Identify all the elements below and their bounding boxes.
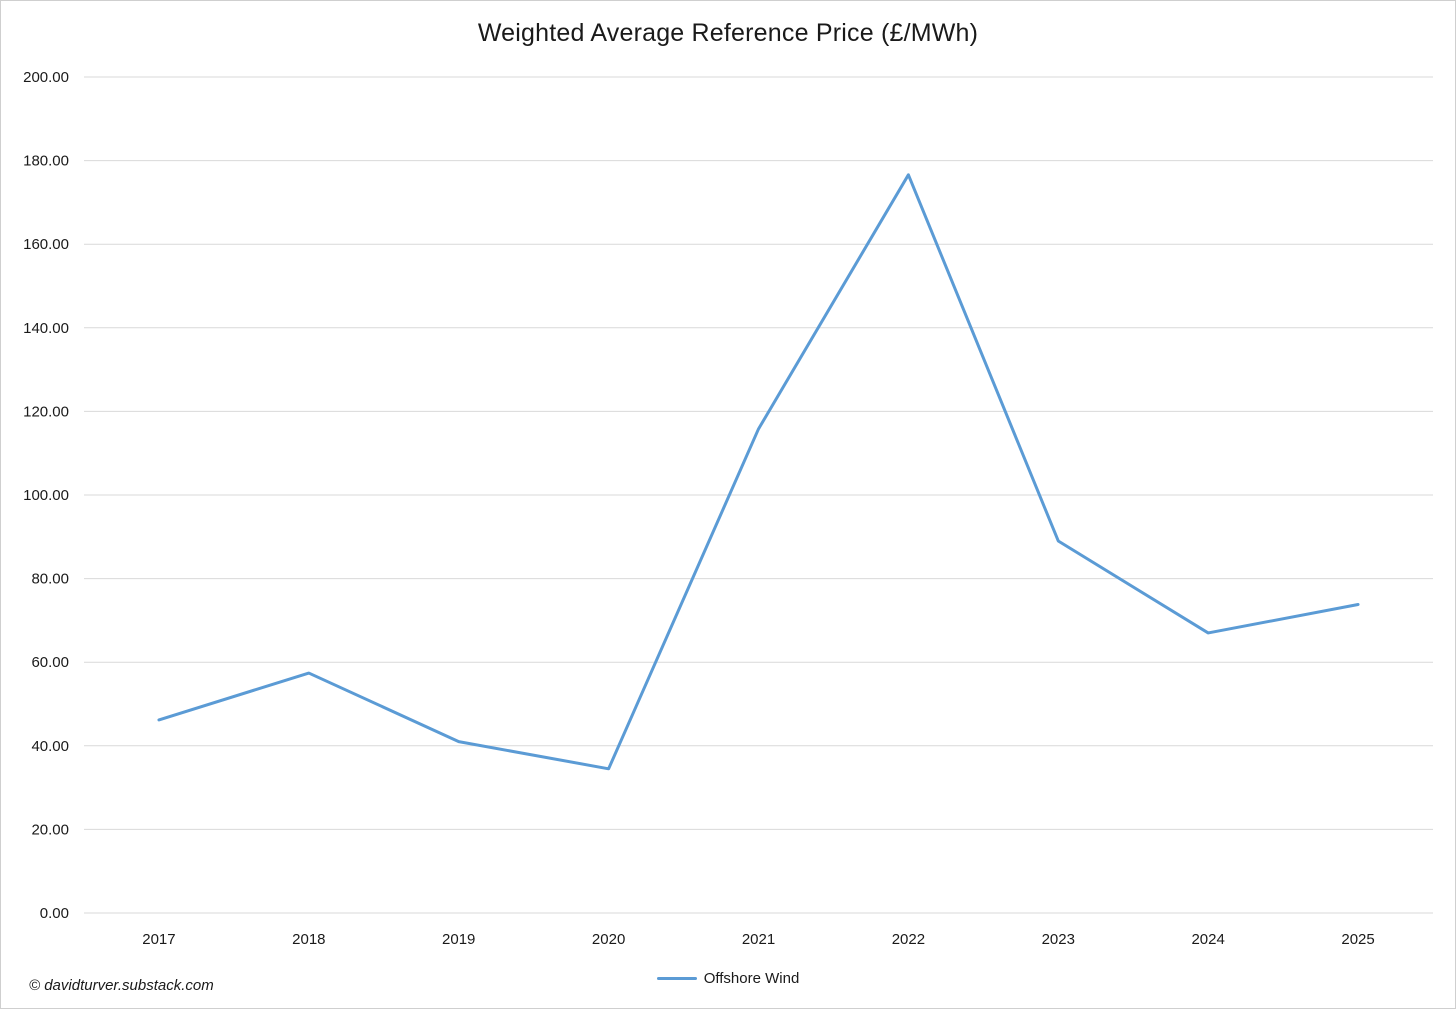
legend: Offshore Wind — [1, 970, 1455, 987]
y-axis-tick-label: 0.00 — [40, 905, 69, 922]
y-axis-tick-label: 180.00 — [23, 153, 69, 170]
y-axis-tick-label: 120.00 — [23, 403, 69, 420]
y-axis-tick-label: 160.00 — [23, 236, 69, 253]
y-axis-tick-label: 60.00 — [31, 654, 69, 671]
y-axis-tick-label: 140.00 — [23, 320, 69, 337]
x-axis-tick-label: 2019 — [442, 931, 475, 948]
x-axis-tick-label: 2020 — [592, 931, 625, 948]
y-axis-tick-label: 80.00 — [31, 571, 69, 588]
legend-series-label: Offshore Wind — [703, 970, 800, 987]
legend-line-swatch-icon — [656, 977, 697, 980]
x-axis-tick-label: 2022 — [892, 931, 925, 948]
x-axis-tick-label: 2017 — [142, 931, 175, 948]
offshore-wind-line — [157, 173, 1360, 771]
x-axis-tick-label: 2023 — [1042, 931, 1075, 948]
y-axis-tick-label: 100.00 — [23, 487, 69, 504]
x-axis-tick-label: 2025 — [1341, 931, 1374, 948]
x-axis-tick-label: 2018 — [292, 931, 325, 948]
x-axis-tick-label: 2021 — [742, 931, 775, 948]
chart-title: Weighted Average Reference Price (£/MWh) — [477, 19, 979, 47]
x-axis-tick-label: 2024 — [1191, 931, 1224, 948]
y-axis-tick-label: 40.00 — [31, 738, 69, 755]
y-axis-tick-label: 20.00 — [31, 821, 69, 838]
y-axis-tick-label: 200.00 — [23, 69, 69, 86]
copyright-credit: © davidturver.substack.com — [29, 977, 214, 994]
